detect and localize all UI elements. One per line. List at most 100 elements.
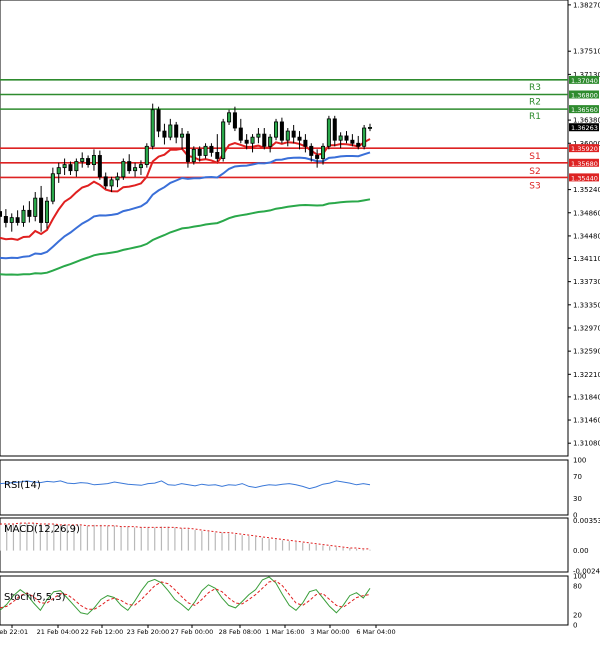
candle-body [15,217,20,223]
candle-body [321,145,326,159]
current-price-tag [569,123,599,132]
level-tag-label-s1: 1.35920 [571,145,598,153]
level-tag-label-s3: 1.35440 [571,174,598,182]
candle-body [291,130,296,138]
level-tag-s1 [569,144,599,153]
x-tick-label: 23 Feb 20:00 [127,628,170,636]
price-ytick-label: 1.37510 [573,48,600,56]
price-ytick-label: 1.32970 [573,324,600,332]
candle-body [156,109,161,132]
level-name-s1: S1 [529,152,540,162]
level-tag-label-r1: 1.36560 [571,106,598,114]
rsi-title: RSI(14) [4,480,41,491]
candle-body [56,167,61,175]
level-tag-label-r2: 1.36800 [571,91,598,99]
level-tag-r2 [569,90,599,99]
candle-body [168,124,173,138]
level-name-r3: R3 [529,83,541,93]
rsi-ytick-label: 0 [573,512,577,520]
level-tag-s3 [569,173,599,182]
macd-ytick-label: 0.003535 [573,517,600,525]
price-ytick-label: 1.37130 [573,71,600,79]
candle-body [338,135,343,141]
candle-body [103,176,108,187]
candle-body [238,127,243,141]
candle-body [97,155,102,178]
candle-body [150,109,155,147]
candle-body [162,130,167,138]
candle-body [44,200,49,223]
ma-line-red [0,138,371,241]
rsi-ytick-label: 100 [573,457,586,465]
price-ytick-label: 1.38270 [573,1,600,9]
candle-body [262,133,267,147]
candle-body [27,209,32,217]
candle-body [86,158,91,165]
candle-body [326,118,331,147]
price-ytick-label: 1.31080 [573,440,600,448]
candle-body [244,139,249,144]
macd-signal-line [0,522,370,550]
x-tick-label: 3 Mar 00:00 [310,628,349,636]
candle-body [256,133,261,138]
ma-line-green [0,198,371,276]
candle-body [197,148,202,156]
x-tick-label: 27 Feb 00:00 [171,628,214,636]
rsi-line [0,480,371,490]
candle-body [191,148,196,162]
candle-body [21,209,26,223]
panel-frame-stoch [0,575,569,626]
panel-frame-macd [0,517,569,573]
candle-body [350,139,355,144]
candle-body [74,161,79,172]
x-tick-label: 6 Mar 04:00 [356,628,395,636]
candle-body [39,197,44,223]
price-ytick-label: 1.32210 [573,371,600,379]
candle-body [62,164,67,169]
candle-body [80,158,85,162]
level-name-r2: R2 [529,97,541,107]
candle-body [138,164,143,169]
stoch-ytick-label: 20 [573,612,582,620]
candle-body [127,161,132,172]
x-tick-label: 21 Feb 04:00 [37,628,80,636]
candle-body [303,139,308,147]
candle-body [185,133,190,162]
candle-body [279,121,284,141]
macd-title: MACD(12,26,9) [4,524,80,535]
price-ytick-label: 1.34860 [573,209,600,217]
price-ytick-label: 1.33730 [573,278,600,286]
candle-body [33,197,38,217]
price-ytick-label: 1.34480 [573,232,600,240]
price-ytick-label: 1.32590 [573,348,600,356]
candle-body [121,161,126,178]
level-tag-r3 [569,75,599,84]
candle-body [227,112,232,123]
stoch-title: Stoch(5,5,3) [4,592,66,603]
ma-line-blue [0,151,371,260]
candle-body [215,152,220,159]
candle-body [9,217,14,223]
stoch-ytick-label: 100 [573,573,586,581]
level-tag-label-r3: 1.37040 [571,77,598,85]
candle-body [274,121,279,138]
candle-body [362,127,367,147]
candle-body [367,127,373,129]
candle-body [356,142,361,147]
candle-body [309,145,314,156]
candle-body [174,124,179,138]
rsi-ytick-label: 70 [573,473,582,481]
price-ytick-label: 1.31460 [573,417,600,425]
x-tick-label: 28 Feb 08:00 [219,628,262,636]
candle-body [115,176,120,181]
candle-body [68,164,73,172]
candle-body [209,145,214,153]
macd-ytick-label: 0.00 [573,547,589,555]
candle-body [344,135,349,141]
candle-body [285,130,290,141]
candle-body [50,173,55,202]
stoch-ytick-label: 0 [573,622,577,630]
candle-body [91,155,96,165]
level-tag-s2 [569,158,599,167]
